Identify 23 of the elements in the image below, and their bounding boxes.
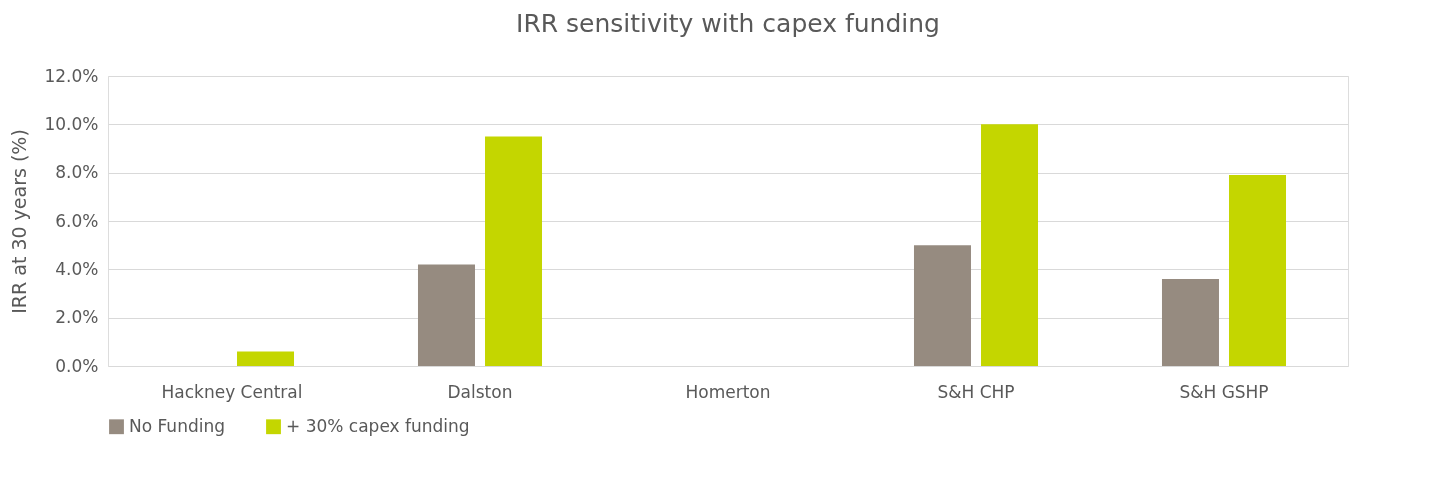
bar xyxy=(485,136,543,366)
x-tick-label: Hackney Central xyxy=(161,381,303,402)
bar xyxy=(417,264,475,366)
x-tick-label: S&H GSHP xyxy=(1179,381,1269,402)
y-tick-label: 6.0% xyxy=(55,210,99,231)
bar xyxy=(237,351,295,366)
bar xyxy=(913,245,971,366)
bar xyxy=(981,124,1039,366)
x-tick-label: S&H CHP xyxy=(937,381,1015,402)
bar xyxy=(1161,279,1219,366)
y-tick-label: 2.0% xyxy=(55,307,99,328)
y-axis-title: IRR at 30 years (%) xyxy=(8,129,31,314)
legend-label: + 30% capex funding xyxy=(286,415,470,436)
y-tick-label: 10.0% xyxy=(44,113,99,134)
chart-title: IRR sensitivity with capex funding xyxy=(516,9,940,38)
bar xyxy=(1229,175,1287,366)
y-tick-label: 12.0% xyxy=(44,65,99,86)
y-tick-label: 0.0% xyxy=(55,355,99,376)
y-tick-label: 4.0% xyxy=(55,258,99,279)
y-tick-label: 8.0% xyxy=(55,162,99,183)
legend-label: No Funding xyxy=(129,415,225,436)
x-tick-label: Homerton xyxy=(685,381,771,402)
x-tick-label: Dalston xyxy=(447,381,513,402)
